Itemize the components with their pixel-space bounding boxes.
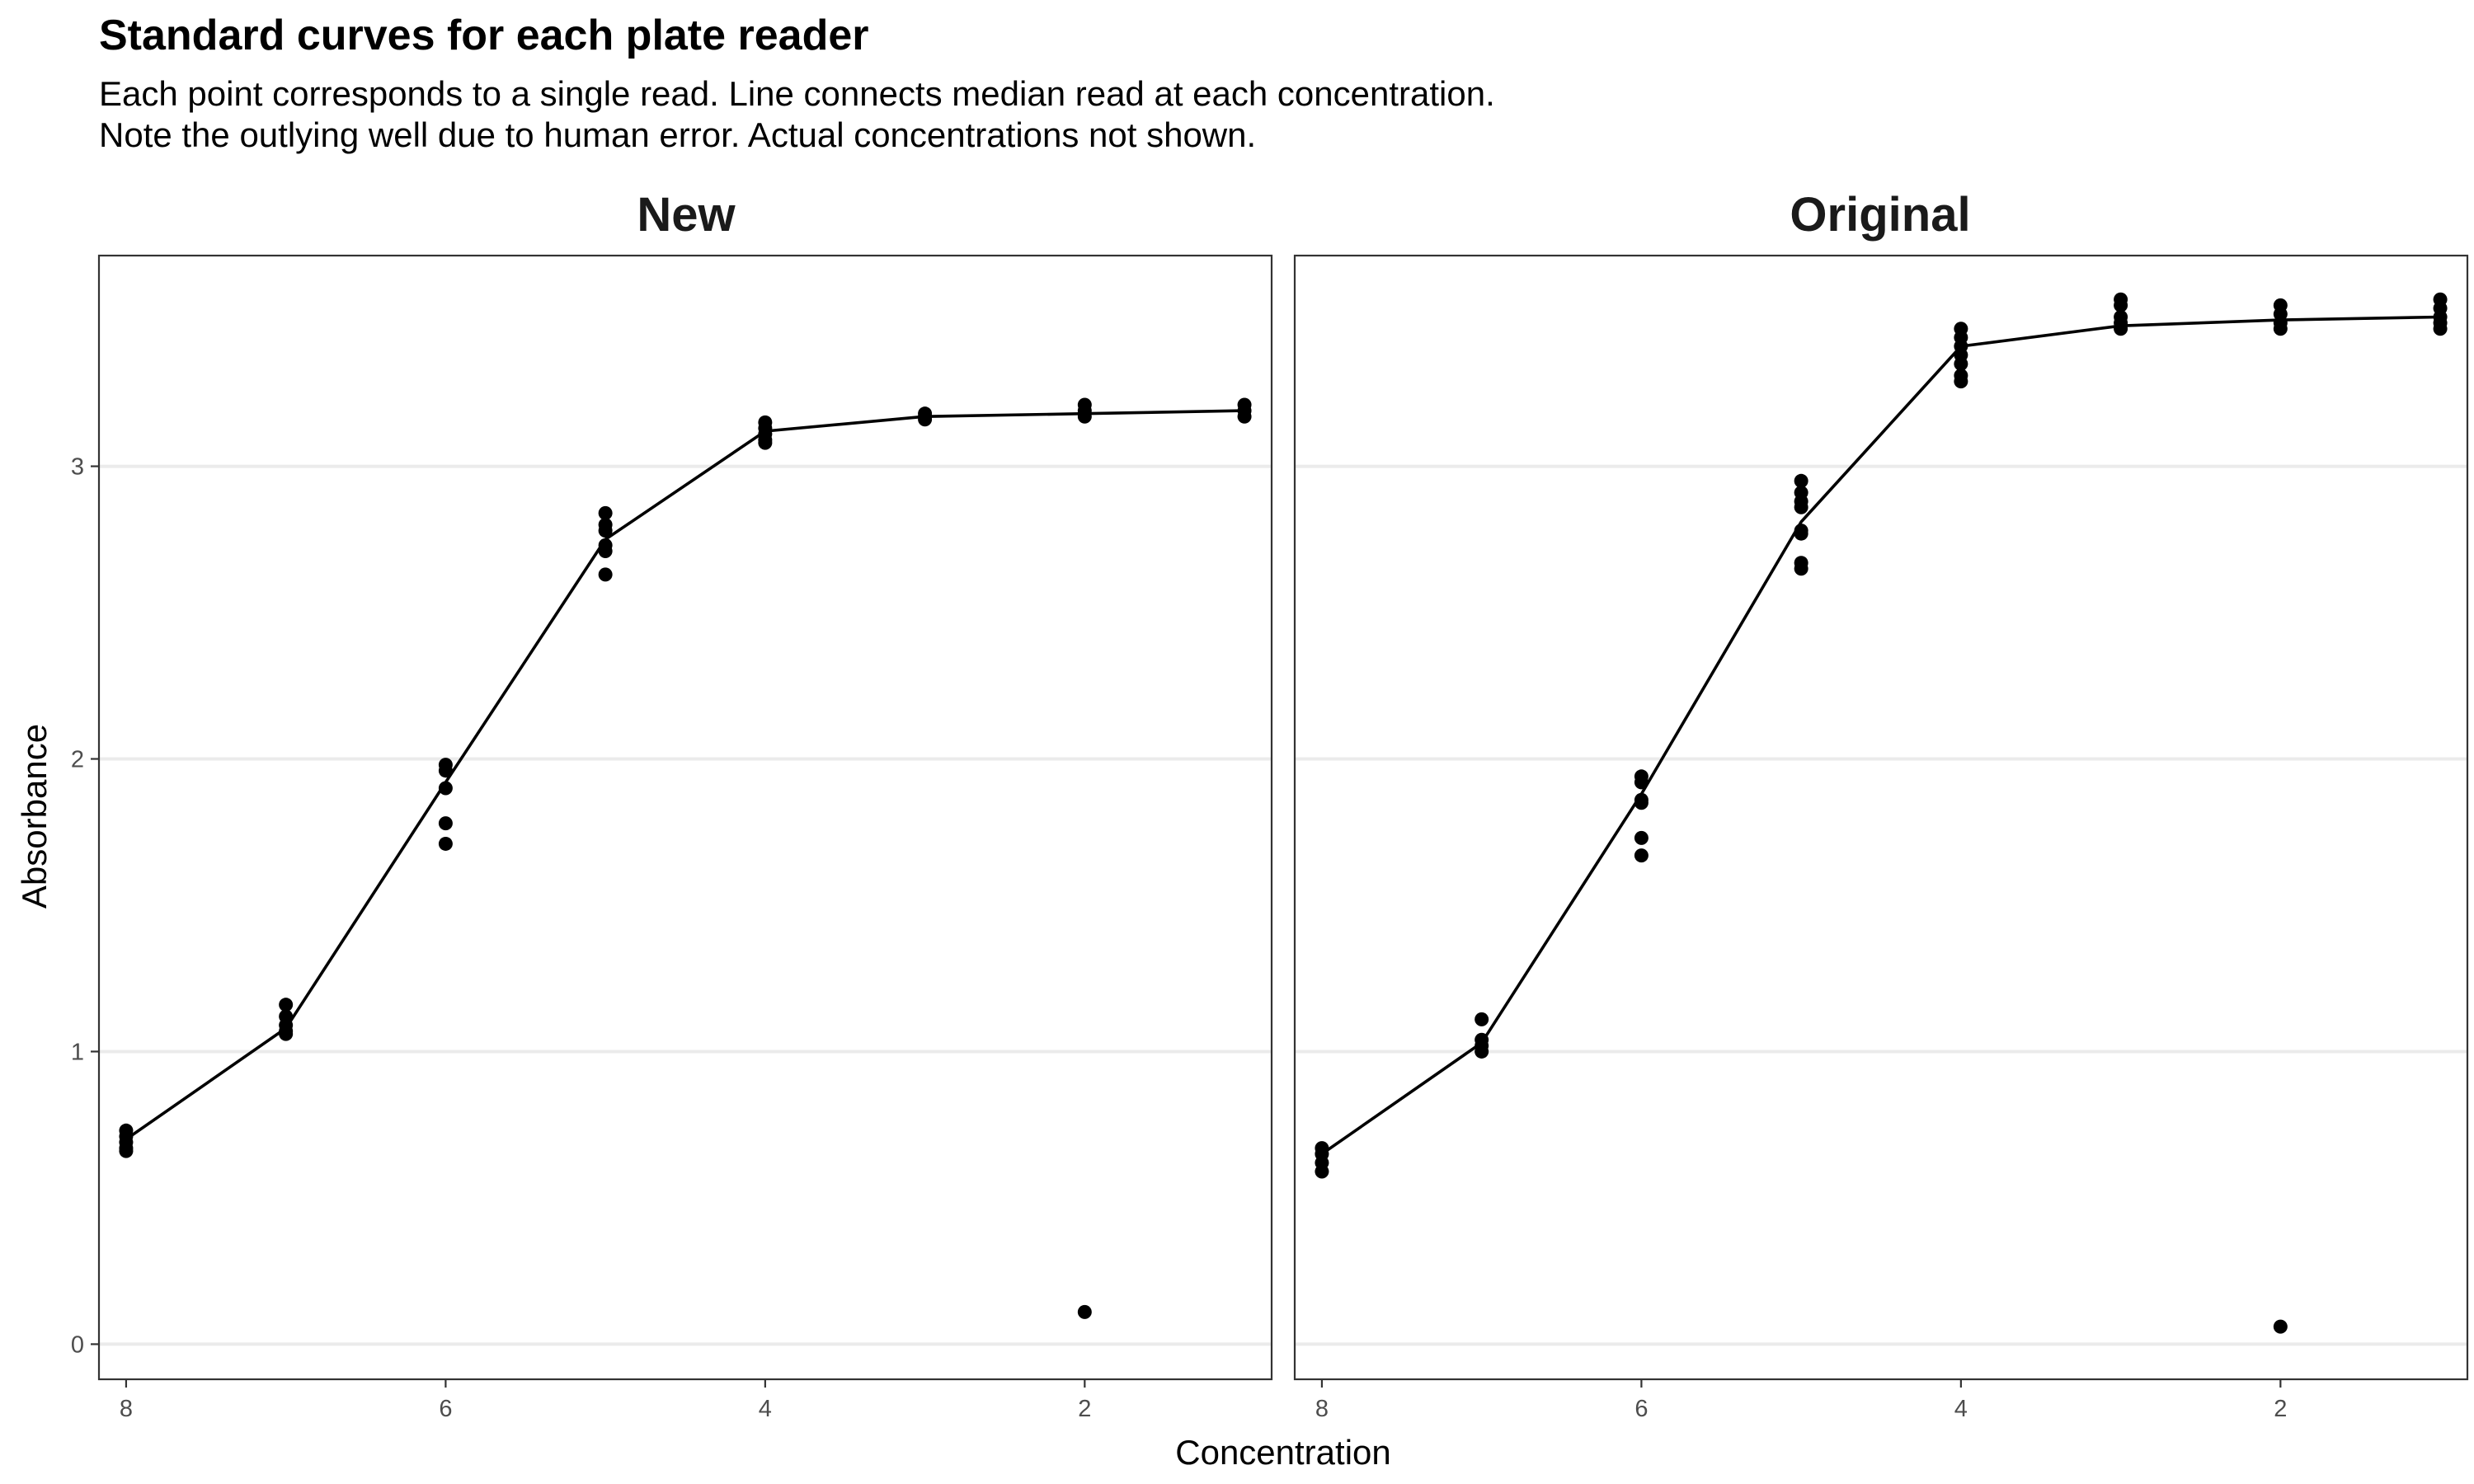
x-tick-label: 4 bbox=[1954, 1396, 1968, 1422]
panel-new: 8 6 4 2 0 1 2 3 bbox=[71, 254, 1273, 1422]
data-point bbox=[1634, 848, 1649, 863]
data-point bbox=[598, 524, 613, 538]
data-point bbox=[598, 505, 613, 520]
data-point bbox=[2114, 298, 2128, 312]
data-point bbox=[1954, 374, 1968, 389]
data-point bbox=[1077, 1304, 1092, 1319]
x-tick-label: 8 bbox=[1315, 1396, 1329, 1422]
median-line bbox=[125, 409, 1245, 1141]
chart-subtitle-line-1: Each point corresponds to a single read.… bbox=[99, 74, 1495, 113]
data-point bbox=[598, 543, 613, 558]
x-tick-label: 8 bbox=[120, 1396, 133, 1422]
data-point bbox=[279, 998, 294, 1012]
data-point bbox=[2433, 322, 2448, 336]
data-point bbox=[1634, 775, 1649, 790]
panel-title-original: Original bbox=[1790, 188, 1970, 242]
data-point bbox=[438, 836, 453, 851]
data-point bbox=[1315, 1164, 1329, 1179]
x-tick-label: 6 bbox=[1634, 1396, 1648, 1422]
data-point bbox=[598, 567, 613, 582]
data-point bbox=[438, 816, 453, 831]
panel-border bbox=[1293, 254, 2469, 1381]
data-point bbox=[1237, 409, 1252, 424]
data-point bbox=[2114, 322, 2128, 336]
y-tick-label: 3 bbox=[71, 454, 84, 481]
x-tick-label: 4 bbox=[759, 1396, 772, 1422]
data-point bbox=[1475, 1044, 1489, 1059]
data-point bbox=[1954, 356, 1968, 371]
x-tick-label: 6 bbox=[439, 1396, 452, 1422]
data-point bbox=[2273, 322, 2288, 336]
data-point bbox=[758, 435, 773, 450]
panel-original: 8 6 4 2 bbox=[1293, 254, 2469, 1422]
data-point bbox=[1794, 561, 1808, 576]
data-point bbox=[1634, 830, 1649, 845]
chart-title: Standard curves for each plate reader bbox=[99, 12, 869, 59]
plot-area: 8 6 4 2 0 1 2 3 8 6 4 2 bbox=[71, 254, 2469, 1422]
data-point bbox=[1475, 1012, 1489, 1026]
data-point bbox=[918, 412, 933, 427]
data-point bbox=[1077, 409, 1092, 424]
y-axis-title: Absorbance bbox=[15, 724, 54, 909]
x-axis-title: Concentration bbox=[1175, 1433, 1391, 1472]
chart-subtitle-line-2: Note the outlying well due to human erro… bbox=[99, 115, 1256, 154]
y-tick-label: 1 bbox=[71, 1039, 84, 1065]
median-line bbox=[1320, 315, 2441, 1156]
data-point bbox=[1794, 526, 1808, 541]
data-point bbox=[1794, 500, 1808, 514]
data-point bbox=[438, 763, 453, 778]
data-point bbox=[438, 781, 453, 796]
data-point bbox=[279, 1026, 294, 1041]
y-tick-label: 2 bbox=[71, 747, 84, 773]
data-point bbox=[1634, 796, 1649, 810]
panel-border bbox=[97, 254, 1273, 1381]
data-point bbox=[119, 1144, 134, 1158]
x-tick-label: 2 bbox=[1078, 1396, 1091, 1422]
panel-title-new: New bbox=[637, 188, 736, 242]
data-point bbox=[2273, 1319, 2288, 1334]
x-tick-label: 2 bbox=[2274, 1396, 2287, 1422]
data-point bbox=[1794, 473, 1808, 488]
y-tick-label: 0 bbox=[71, 1331, 84, 1358]
